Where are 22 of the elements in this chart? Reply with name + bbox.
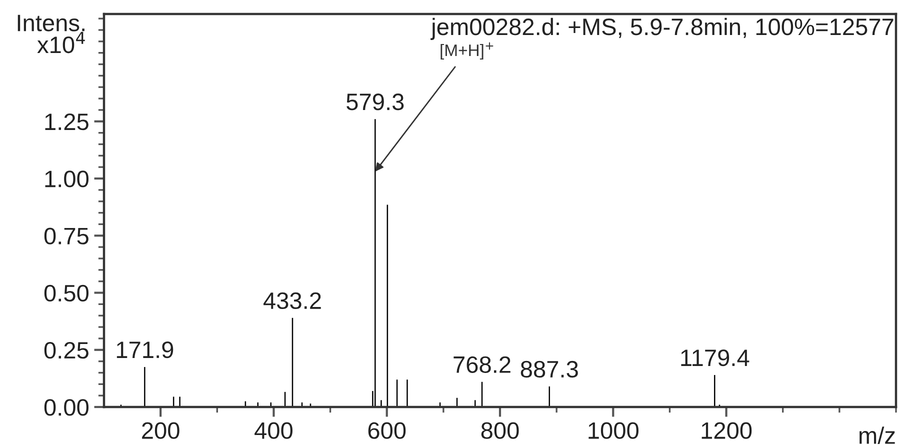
y-tick-label: 0.25 (44, 342, 88, 359)
y-tick-label: 1.25 (45, 113, 88, 130)
annotation: [M+H]$^{+}$ (440, 42, 494, 60)
x-axis-title: m/z (860, 426, 895, 444)
annotation: 171.9 (116, 341, 174, 358)
annotation: 579.3 (346, 94, 404, 110)
y-tick-label: 1.00 (45, 170, 88, 188)
annotation: 433.2 (264, 292, 321, 310)
x-tick-label: 400 (254, 422, 292, 439)
y-tick-label: 0.00 (44, 399, 88, 416)
x-tick-label: 1000 (588, 422, 638, 439)
annotation: 887.3 (520, 360, 578, 378)
annotation: 1179.4 (681, 349, 750, 366)
x-tick-label: 1200 (702, 422, 752, 439)
y-tick-label: 0.50 (44, 284, 88, 302)
chart-title: jem00282.d: +MS, 5.9-7.8min, 100%=12577 (430, 18, 894, 40)
x-tick-label: 600 (368, 422, 406, 439)
x-tick-label: 200 (142, 422, 180, 439)
annotation: 768.2 (454, 356, 510, 374)
y-axis-title: Intens. x10$^{4}$ (18, 14, 85, 54)
y-tick-label: 0.75 (44, 228, 88, 244)
x-tick-label: 800 (481, 422, 519, 439)
